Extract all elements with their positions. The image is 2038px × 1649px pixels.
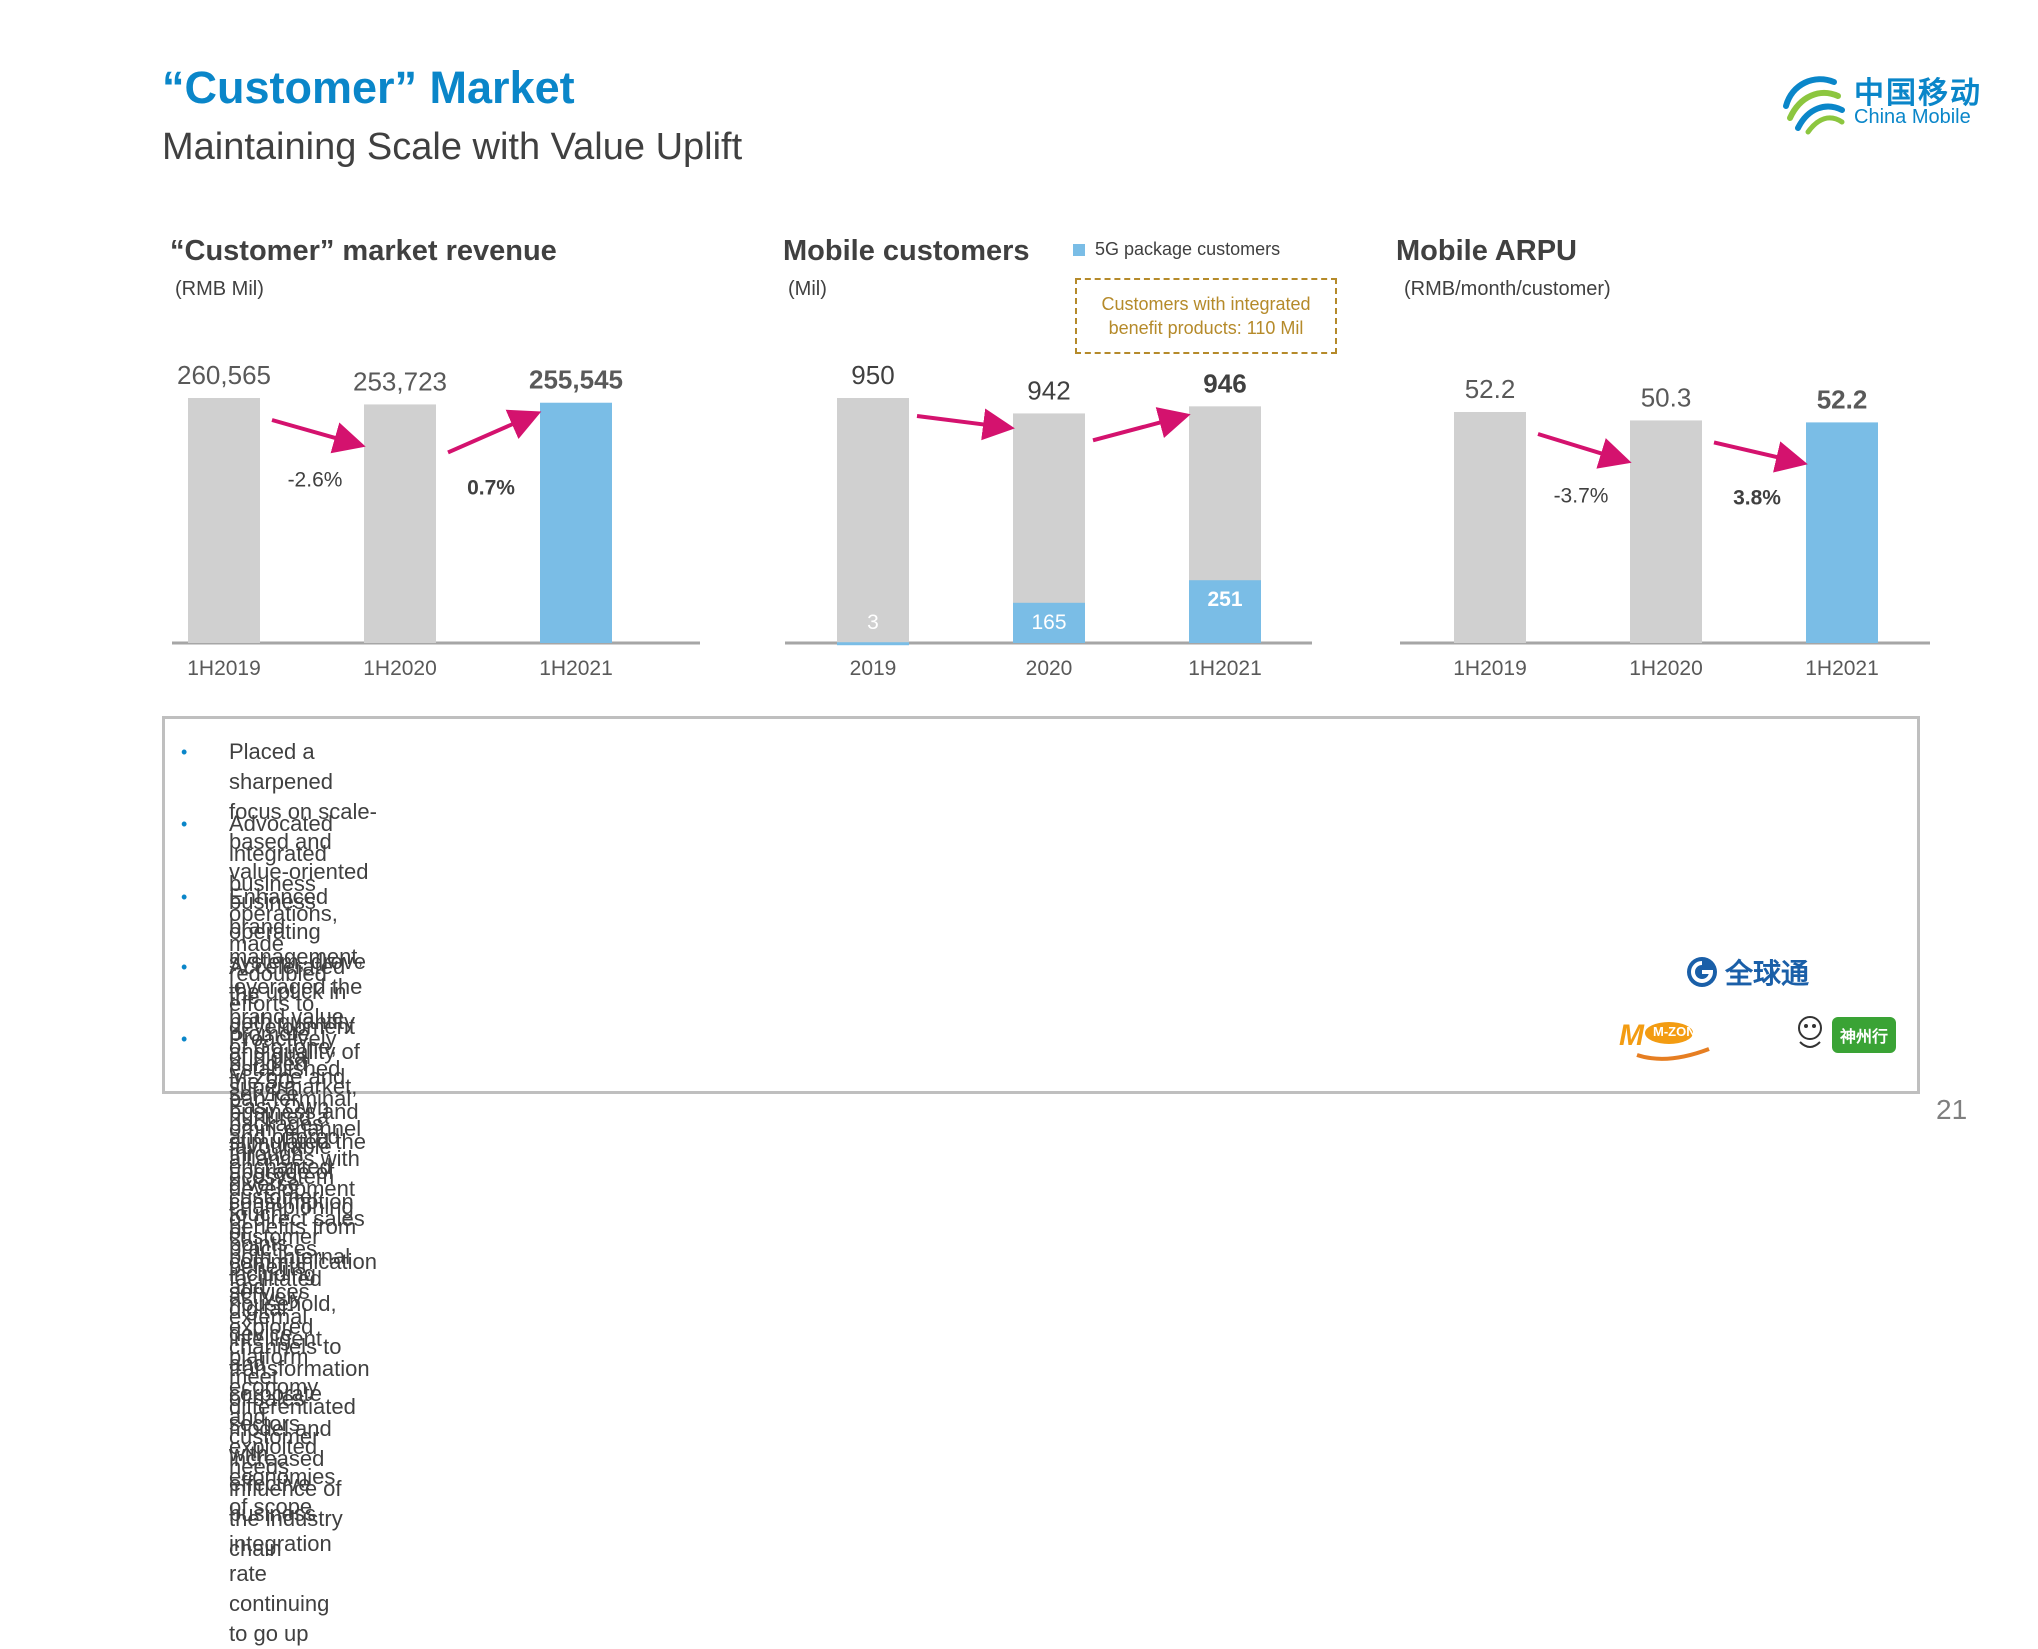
bar-5g-segment xyxy=(837,642,909,646)
legend-label-5g: 5G package customers xyxy=(1095,239,1281,259)
revenue-chart-title: “Customer” market revenue xyxy=(170,235,557,267)
revenue-chart-unit: (RMB Mil) xyxy=(175,278,264,300)
gotone-text: 全球通 xyxy=(1725,958,1810,989)
page-subtitle: Maintaining Scale with Value Uplift xyxy=(162,126,743,168)
bar xyxy=(1806,422,1878,643)
svg-text:M: M xyxy=(1619,1019,1645,1052)
logo-chinese-text: 中国移动 xyxy=(1854,77,1982,110)
integrated-benefit-callout: Customers with integrated benefit produc… xyxy=(1075,278,1337,354)
easyown-mascot-icon xyxy=(1798,1016,1822,1048)
mzone-mark-icon: M xyxy=(1619,1019,1710,1061)
bar-value-label: 946 xyxy=(1203,368,1246,398)
customers-chart-title: Mobile customers xyxy=(783,235,1030,267)
change-arrow xyxy=(271,418,366,454)
arpu-chart-title: Mobile ARPU xyxy=(1396,235,1577,267)
chart-legend: 5G package customers xyxy=(1073,239,1280,260)
x-tick-label: 1H2020 xyxy=(1629,657,1703,680)
bullet-dot-icon: • xyxy=(181,957,188,977)
bullet-dot-icon: • xyxy=(181,887,188,907)
change-arrow xyxy=(1713,440,1808,473)
charts-canvas: 260,565 1H2019 253,723 1H2020 255,545 1H2021 -… xyxy=(172,360,1930,680)
x-tick-label: 1H2020 xyxy=(363,657,437,680)
bar-5g-segment xyxy=(1013,602,1085,643)
page-title: “Customer” Market xyxy=(162,62,575,113)
bar-value-label: 255,545 xyxy=(529,365,623,395)
x-tick-label: 2019 xyxy=(850,657,897,680)
bar xyxy=(540,402,612,643)
bar-value-label: 260,565 xyxy=(177,360,271,390)
bullet-dot-icon: • xyxy=(181,814,188,834)
segment-value-label: 251 xyxy=(1207,588,1242,611)
bar-value-label: 950 xyxy=(851,360,894,390)
customers-chart-unit: (Mil) xyxy=(788,278,827,300)
bullet-line: Proactively established pan-terminal omn… xyxy=(229,1026,365,1321)
mzone-text: M-ZONE xyxy=(1653,1024,1705,1039)
logo-english-text: China Mobile xyxy=(1854,106,1971,128)
legend-swatch-5g xyxy=(1073,243,1085,256)
bar-value-label: 50.3 xyxy=(1641,382,1692,412)
segment-value-label: 3 xyxy=(867,611,879,634)
x-tick-label: 1H2019 xyxy=(1453,657,1527,680)
gotone-logo: 全球通 xyxy=(1685,952,1809,992)
x-tick-label: 1H2021 xyxy=(539,657,613,680)
bar xyxy=(1454,412,1526,643)
bar xyxy=(1630,420,1702,643)
bar xyxy=(364,404,436,643)
bullet-line: Placed a sharpened focus on scale-based … xyxy=(229,739,377,1124)
bullet-dot-icon: • xyxy=(181,1029,188,1049)
arpu-chart: 52.2 1H2019 50.3 1H2020 52.2 1H2021 -3.7% 3.8% xyxy=(1400,374,1930,680)
bar-value-label: 942 xyxy=(1027,375,1070,405)
bullet-dot-icon: • xyxy=(181,742,188,762)
bar-5g-segment xyxy=(1189,580,1261,643)
page-number: 21 xyxy=(1936,1094,1968,1125)
bar-value-label: 253,723 xyxy=(353,366,447,396)
change-label: -3.7% xyxy=(1554,484,1609,507)
key-points-box: • Placed a sharpened focus on scale-base… xyxy=(162,716,1920,1646)
bar-value-label: 52.2 xyxy=(1465,374,1516,404)
change-arrow xyxy=(916,408,1015,441)
bar-total xyxy=(837,398,909,643)
bar-value-label: 52.2 xyxy=(1817,384,1868,414)
change-label: 0.7% xyxy=(467,476,515,499)
china-mobile-swirl-icon xyxy=(1783,76,1845,135)
customers-chart: 950 3 2019 942 165 2020 946 251 1H2021 xyxy=(785,360,1312,680)
change-arrow xyxy=(447,409,542,455)
china-mobile-logo: 中国移动 China Mobile xyxy=(1778,66,1988,136)
arpu-chart-unit: (RMB/month/customer) xyxy=(1404,278,1611,300)
segment-value-label: 165 xyxy=(1031,611,1066,634)
change-arrow xyxy=(1092,407,1191,443)
x-tick-label: 1H2021 xyxy=(1805,657,1879,680)
bullet-line: intelligent transformation of sales mode… xyxy=(229,1326,370,1561)
change-label: -2.6% xyxy=(288,468,343,491)
easyown-text: 神州行 xyxy=(1832,1017,1897,1053)
easyown-logo: 神州行 xyxy=(1790,1012,1897,1058)
change-label: 3.8% xyxy=(1733,486,1781,509)
x-tick-label: 1H2021 xyxy=(1188,657,1262,680)
mzone-logo: M M-ZONE xyxy=(1617,1015,1717,1067)
x-tick-label: 1H2019 xyxy=(187,657,261,680)
revenue-chart: 260,565 1H2019 253,723 1H2020 255,545 1H2021 -… xyxy=(172,360,700,680)
change-arrow xyxy=(1537,432,1632,469)
x-tick-label: 2020 xyxy=(1026,657,1073,680)
gotone-mark-icon xyxy=(1687,957,1717,987)
bar xyxy=(188,398,260,643)
